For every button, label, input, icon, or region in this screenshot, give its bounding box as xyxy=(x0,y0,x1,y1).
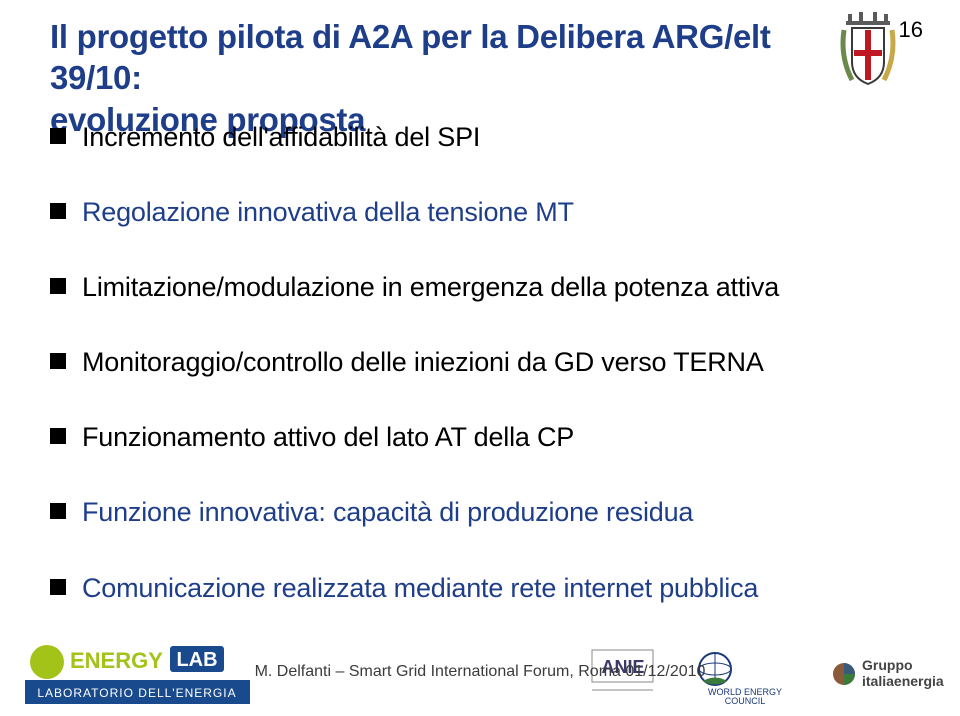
bullet-marker-icon xyxy=(50,503,66,519)
page-number: 16 xyxy=(899,17,923,43)
title-line-1: Il progetto pilota di A2A per la Deliber… xyxy=(50,16,790,99)
bullet-text: Funzionamento attivo del lato AT della C… xyxy=(82,420,574,455)
footer: ENERGY LAB LABORATORIO DELL'ENERGIA ANIE… xyxy=(0,626,960,716)
bullet-marker-icon xyxy=(50,353,66,369)
bullet-text: Incremento dell'affidabilità del SPI xyxy=(82,120,480,155)
list-item: Funzionamento attivo del lato AT della C… xyxy=(50,420,910,455)
list-item: Incremento dell'affidabilità del SPI xyxy=(50,120,910,155)
bullet-marker-icon xyxy=(50,203,66,219)
list-item: Monitoraggio/controllo delle iniezioni d… xyxy=(50,345,910,380)
bullet-marker-icon xyxy=(50,579,66,595)
bullet-marker-icon xyxy=(50,128,66,144)
bullet-text: Regolazione innovativa della tensione MT xyxy=(82,195,574,230)
list-item: Funzione innovativa: capacità di produzi… xyxy=(50,495,910,530)
svg-text:LABORATORIO DELL'ENERGIA: LABORATORIO DELL'ENERGIA xyxy=(37,686,236,700)
bullet-marker-icon xyxy=(50,278,66,294)
bullet-list: Incremento dell'affidabilità del SPI Reg… xyxy=(50,120,910,606)
bullet-text: Monitoraggio/controllo delle iniezioni d… xyxy=(82,345,764,380)
milan-shield-logo xyxy=(838,12,898,92)
bullet-marker-icon xyxy=(50,428,66,444)
footer-text: M. Delfanti – Smart Grid International F… xyxy=(0,663,960,681)
list-item: Comunicazione realizzata mediante rete i… xyxy=(50,571,910,606)
list-item: Regolazione innovativa della tensione MT xyxy=(50,195,910,230)
bullet-text: Comunicazione realizzata mediante rete i… xyxy=(82,571,758,606)
list-item: Limitazione/modulazione in emergenza del… xyxy=(50,270,910,305)
bullet-text: Limitazione/modulazione in emergenza del… xyxy=(82,270,779,305)
bullet-text: Funzione innovativa: capacità di produzi… xyxy=(82,495,693,530)
svg-text:COUNCIL: COUNCIL xyxy=(725,696,766,704)
